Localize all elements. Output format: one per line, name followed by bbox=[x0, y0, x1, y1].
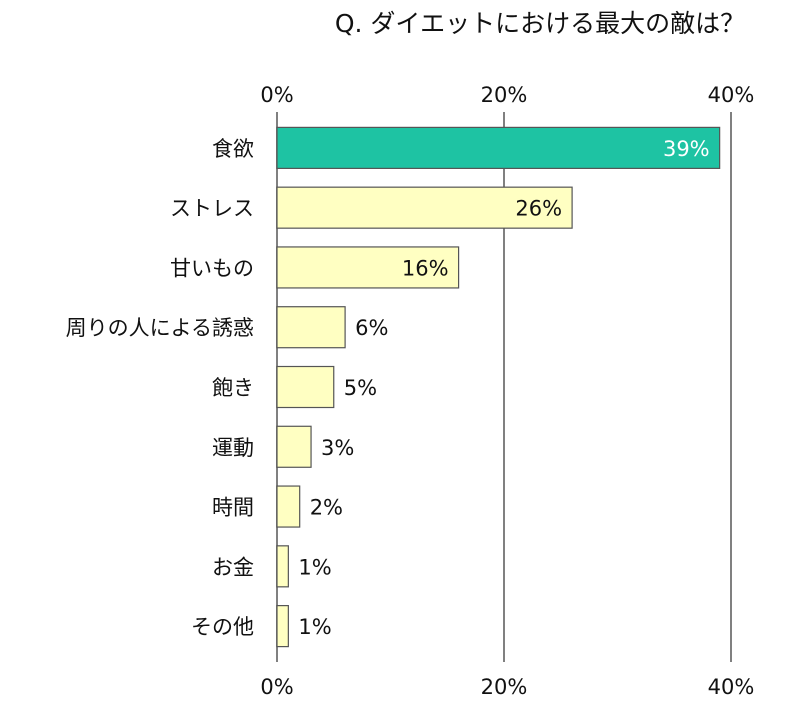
chart-title: Q. ダイエットにおける最大の敵は？ bbox=[335, 9, 745, 38]
value-labels: 39% 26% 16% 6% 5% 3% 2% 1% 1% bbox=[298, 137, 709, 639]
category-label-2: 甘いもの bbox=[170, 256, 254, 280]
value-label-1: 26% bbox=[515, 197, 562, 221]
x-tick-bottom-0: 0% bbox=[260, 675, 293, 699]
value-label-4: 5% bbox=[344, 376, 377, 400]
category-label-6: 時間 bbox=[212, 496, 254, 520]
x-tick-top-20: 20% bbox=[481, 83, 528, 107]
x-tick-bottom-20: 20% bbox=[481, 675, 528, 699]
bar-7 bbox=[276, 545, 289, 588]
bar-8 bbox=[276, 605, 289, 648]
category-label-3: 周りの人による誘惑 bbox=[66, 316, 254, 340]
value-label-7: 1% bbox=[298, 555, 331, 579]
value-label-5: 3% bbox=[321, 436, 354, 460]
x-tick-top-0: 0% bbox=[260, 83, 293, 107]
value-label-2: 16% bbox=[402, 256, 449, 280]
x-axis-top: 0% 20% 40% bbox=[260, 83, 754, 107]
category-label-4: 飽き bbox=[212, 376, 254, 400]
category-label-0: 食欲 bbox=[212, 137, 254, 161]
bar-4 bbox=[276, 365, 335, 409]
category-label-7: お金 bbox=[212, 555, 254, 579]
bar-3 bbox=[276, 306, 346, 349]
value-label-0: 39% bbox=[663, 137, 710, 161]
bar-2 bbox=[276, 246, 460, 289]
bar-5 bbox=[276, 425, 312, 468]
value-label-8: 1% bbox=[298, 615, 331, 639]
x-tick-bottom-40: 40% bbox=[708, 675, 755, 699]
bar-0 bbox=[276, 126, 721, 169]
category-label-8: その他 bbox=[191, 615, 254, 639]
value-label-6: 2% bbox=[310, 496, 343, 520]
x-axis-bottom: 0% 20% 40% bbox=[260, 675, 754, 699]
value-label-3: 6% bbox=[355, 316, 388, 340]
category-label-1: ストレス bbox=[170, 197, 254, 221]
bars bbox=[276, 126, 721, 648]
bar-6 bbox=[276, 485, 301, 528]
bar-1 bbox=[276, 186, 573, 229]
x-tick-top-40: 40% bbox=[708, 83, 755, 107]
category-label-5: 運動 bbox=[212, 436, 254, 460]
